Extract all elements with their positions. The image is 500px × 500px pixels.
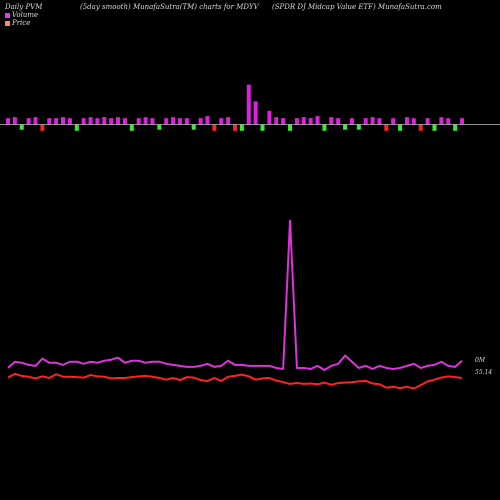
pvm-bar [336,118,341,125]
pvm-bar [233,124,237,131]
pvm-bar [418,124,423,131]
legend-item-price: Price [5,19,30,27]
pvm-bar [26,118,31,125]
pvm-bar [281,118,286,125]
pvm-bar [446,118,451,125]
pvm-bar [301,117,306,125]
volume-end-label: 0M [475,357,486,364]
price-end-label: 55.14 [475,369,492,376]
pvm-bar [288,124,293,131]
pvm-bar [61,117,66,125]
pvm-bar [439,117,444,125]
pvm-bar [122,118,127,125]
pvm-bar [425,118,430,125]
legend-item-volume: Volume [5,11,38,19]
pvm-bar [370,117,375,125]
pvm-bar [81,118,86,125]
pvm-bar [67,118,72,125]
pvm-bar [308,118,313,125]
volume-line [7,219,463,371]
pvm-bar [246,84,251,125]
pvm-bar [274,117,279,125]
pvm-bar [143,117,148,125]
pvm-bar [40,124,45,131]
pvm-bar [88,117,93,125]
pvm-bar [398,124,403,131]
pvm-bar [226,117,231,125]
pvm-bar [74,124,79,131]
pvm-bar [239,124,244,131]
pvm-bar [432,124,437,131]
pvm-bar [129,124,134,131]
pvm-bar [363,118,368,125]
pvm-bar [267,110,272,125]
pvm-bar [116,117,121,125]
chart-header-left: Daily PVM [5,3,43,11]
pvm-bar [171,117,176,125]
series-lines: 0M 55.14 [7,219,492,390]
pvm-bar [150,118,155,125]
pvm-bar [191,124,196,130]
pvm-bar [391,118,396,125]
pvm-bar [315,116,320,125]
chart-header-center: (5day smooth) MunafaSutra(TM) charts for… [80,3,259,11]
price-line [7,372,463,390]
pvm-bar [54,118,59,125]
pvm-bar [411,118,416,125]
legend-swatch-volume [5,12,10,18]
legend-swatch-price [5,20,10,26]
pvm-bar [404,117,409,125]
pvm-bar [164,118,169,125]
pvm-bar [212,124,217,131]
pvm-bar [102,117,107,125]
pvm-bar [349,118,354,125]
pvm-bar [33,117,38,125]
pvm-bar [219,118,224,125]
pvm-bar [294,118,299,125]
pvm-bar [460,118,464,125]
pvm-bar [322,124,327,131]
pvm-bar [19,124,24,130]
legend-label-price: Price [12,19,31,27]
pvm-bar [184,118,189,125]
pvm-bar [47,118,52,125]
pvm-bar [157,124,162,130]
legend-label-volume: Volume [12,11,39,19]
pvm-bar [198,118,203,125]
pvm-bar [205,116,210,125]
pvm-bar [109,118,114,125]
pvm-bar [6,118,10,125]
pvm-bar [329,117,334,125]
pvm-bars [6,84,464,131]
pvm-bar [343,124,348,130]
chart-header-right: (SPDR DJ Midcap Value ETF) MunafaSutra.c… [272,3,442,11]
pvm-bar [356,124,361,130]
pvm-bar [377,118,382,125]
pvm-bar [136,118,141,125]
pvm-bar [12,117,17,125]
pvm-bar [177,118,182,125]
pvm-bar [260,124,265,131]
pvm-bar [95,118,100,125]
pvm-bar [384,124,389,131]
pvm-bar [253,101,258,125]
pvm-bar [453,124,458,131]
